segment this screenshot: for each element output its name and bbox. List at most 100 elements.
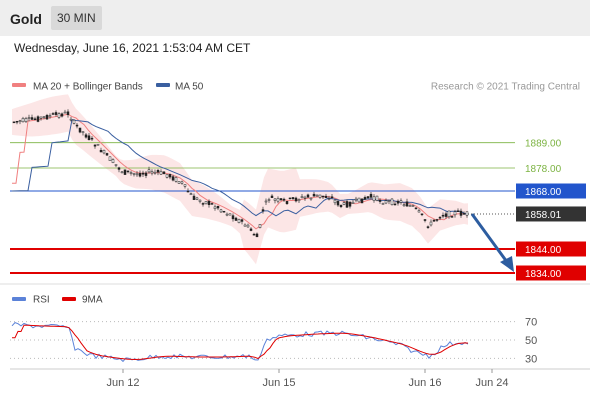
candle — [267, 197, 271, 203]
candle — [360, 198, 364, 204]
candle — [72, 119, 76, 125]
candle — [36, 115, 40, 123]
candle — [216, 205, 220, 211]
candle — [306, 193, 310, 198]
candle — [318, 194, 322, 199]
rsi-level-label: 30 — [525, 353, 537, 365]
candle — [366, 196, 370, 200]
candle — [228, 213, 232, 216]
candle — [303, 195, 307, 201]
candle — [186, 188, 190, 193]
candle — [264, 198, 268, 205]
candle — [357, 197, 361, 203]
candle — [372, 194, 376, 203]
candle — [15, 120, 19, 125]
candle — [111, 158, 115, 164]
x-tick-label: Jun 12 — [106, 377, 139, 389]
candle — [423, 219, 427, 223]
candle — [258, 224, 262, 229]
candle — [219, 208, 223, 213]
candle — [147, 166, 151, 174]
candle — [414, 207, 418, 210]
candle — [384, 198, 388, 205]
candle — [207, 199, 211, 208]
candle — [363, 195, 367, 200]
candle — [237, 218, 241, 224]
candle — [396, 199, 400, 206]
candle — [249, 227, 253, 232]
level-label-support: 1844.00 — [525, 245, 562, 256]
candle — [276, 196, 280, 204]
candle — [192, 193, 196, 200]
level-lines — [10, 142, 515, 274]
candle — [327, 195, 331, 201]
candle — [48, 113, 52, 119]
candle — [189, 192, 193, 196]
candle — [447, 210, 451, 219]
candle — [456, 208, 460, 212]
legend-ma50-swatch — [156, 83, 170, 87]
candle — [393, 201, 397, 206]
bollinger-band — [12, 94, 468, 265]
candle — [252, 232, 256, 236]
candle — [369, 192, 373, 200]
level-label-pivot: 1868.00 — [525, 187, 562, 198]
candle — [195, 196, 199, 201]
candle — [330, 193, 334, 200]
candle — [291, 197, 295, 200]
credit-text: Research © 2021 Trading Central — [431, 82, 580, 93]
candle — [90, 136, 94, 142]
level-tag-pivot — [516, 183, 586, 199]
candle — [429, 219, 433, 227]
candle — [138, 170, 142, 178]
candle — [114, 164, 118, 168]
candle — [405, 198, 409, 207]
forecast-arrow-head — [500, 256, 514, 272]
candle — [165, 174, 169, 179]
level-tag-support — [516, 241, 586, 257]
chart-panel — [0, 36, 590, 400]
candle — [96, 143, 100, 146]
candle — [411, 204, 415, 207]
candle — [315, 194, 319, 197]
x-tick-label: Jun 16 — [408, 377, 441, 389]
candle — [183, 184, 187, 189]
rsi-levels: 70 50 30 — [10, 317, 537, 365]
level-label-current: 1858.01 — [525, 210, 562, 221]
candle — [378, 198, 382, 204]
candle — [354, 196, 358, 203]
candle — [69, 116, 73, 122]
candle — [63, 109, 67, 114]
candle — [231, 213, 235, 222]
candle — [57, 112, 61, 119]
candle — [51, 112, 55, 115]
candle — [222, 210, 226, 213]
candle — [270, 194, 274, 198]
timeframe-badge[interactable]: 30 MIN — [51, 6, 102, 30]
level-label-resistance: 1889.00 — [525, 139, 562, 150]
candle — [438, 216, 442, 221]
candle — [33, 116, 37, 121]
rsi-level-label: 50 — [525, 335, 537, 347]
candle — [93, 144, 97, 149]
candle — [75, 122, 79, 129]
candle — [435, 218, 439, 222]
candle — [432, 219, 436, 222]
forecast-arrow-shaft — [470, 213, 509, 263]
legend-rsi-label: RSI — [33, 295, 50, 306]
candle — [12, 121, 16, 124]
candle — [462, 211, 466, 215]
candle — [351, 199, 355, 204]
candle — [201, 202, 205, 207]
bollinger-band-fill — [12, 94, 468, 265]
candle — [417, 208, 421, 213]
candle — [345, 199, 349, 209]
candle — [156, 168, 160, 176]
candle — [279, 198, 283, 201]
candlesticks — [12, 109, 469, 238]
level-labels: 1889.00 1878.00 1868.00 1858.01 1844.00 1834.… — [516, 139, 586, 281]
rsi-lines — [11, 322, 469, 363]
candle — [336, 199, 340, 207]
candle — [387, 199, 391, 205]
candle — [348, 201, 352, 209]
